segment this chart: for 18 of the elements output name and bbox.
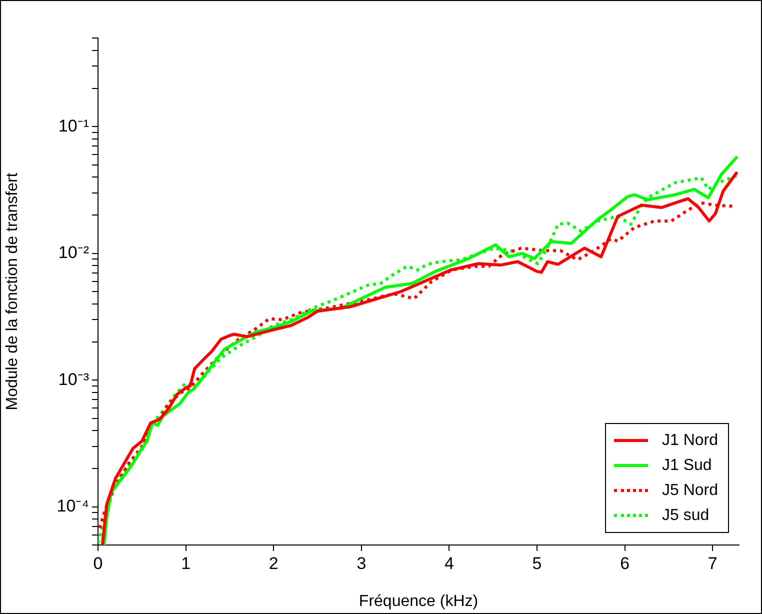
y-tick-label: 10⁻¹: [58, 116, 90, 136]
legend-label: J5 sud: [662, 506, 710, 524]
legend-label: J1 Nord: [662, 432, 718, 450]
x-tick-label: 5: [532, 554, 542, 573]
legend-label: J5 Nord: [662, 482, 718, 500]
y-axis-title: Module de la fonction de transfert: [4, 172, 22, 410]
legend-label: J1 Sud: [662, 456, 712, 474]
x-tick-label: 0: [93, 554, 103, 573]
x-tick-label: 6: [620, 554, 630, 573]
y-tick-label: 10⁻⁴: [56, 496, 89, 516]
x-tick-label: 1: [181, 554, 191, 573]
x-tick-label: 7: [708, 554, 718, 573]
y-tick-label: 10⁻³: [58, 370, 90, 389]
x-tick-label: 4: [444, 554, 454, 573]
y-tick-label: 10⁻²: [58, 243, 90, 262]
x-axis-title: Fréquence (kHz): [358, 592, 478, 610]
x-tick-label: 2: [268, 554, 278, 573]
x-tick-label: 3: [356, 554, 366, 573]
